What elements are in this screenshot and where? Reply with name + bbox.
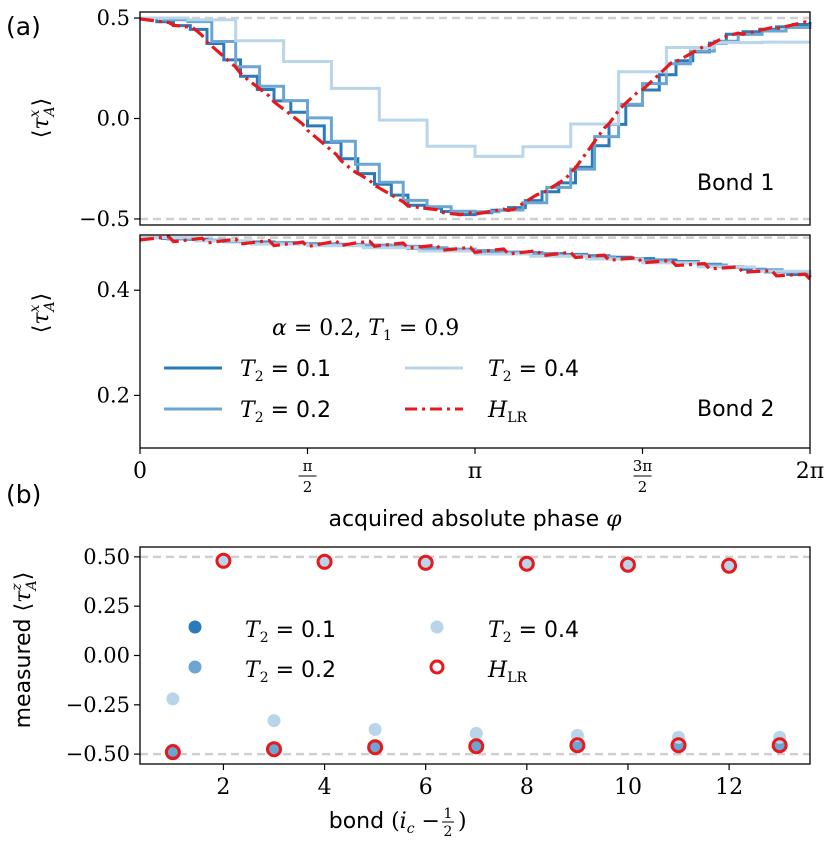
xtick-label: 8 — [520, 775, 534, 800]
panel-label-b: (b) — [6, 480, 41, 509]
point-series-2 — [469, 726, 483, 740]
legend-bottom: T2 = 0.1 T2 = 0.2 T2 = 0.4 HLR — [188, 618, 579, 686]
xtick-label: 0 — [133, 459, 147, 484]
point-hlr — [316, 553, 333, 570]
svg-text:2: 2 — [444, 824, 453, 840]
ytick-label: 0.4 — [97, 278, 130, 302]
ytick-label: 0.25 — [83, 594, 130, 618]
series-line-1-1 — [140, 236, 812, 275]
point-series-2 — [166, 692, 180, 706]
svg-text:⟨τxA⟩: ⟨τxA⟩ — [27, 98, 58, 138]
xlabel-phase: acquired absolute phase φ — [328, 507, 622, 532]
xtick-label: 2π — [796, 459, 824, 484]
ytick-label: −0.50 — [66, 742, 130, 766]
xtick-label: 4 — [318, 775, 332, 800]
ylabel-bond2: ⟨τxA⟩ — [27, 293, 58, 333]
point-series-2 — [621, 558, 635, 572]
point-series-2 — [419, 556, 433, 570]
point-hlr — [417, 554, 434, 571]
point-hlr — [771, 737, 788, 754]
bond2-annotation: Bond 2 — [697, 397, 774, 422]
legend-bottom-marker-hlr — [429, 659, 445, 675]
xtick-label: 3π — [633, 457, 653, 475]
xtick-label-den: 2 — [303, 478, 313, 496]
point-series-2 — [520, 557, 534, 571]
point-hlr — [569, 737, 586, 754]
legend-bottom-label-t2-01: T2 = 0.1 — [245, 618, 336, 646]
ytick-label: 0.0 — [97, 107, 130, 131]
xtick-label: 12 — [715, 775, 743, 800]
ytick-label: −0.25 — [66, 693, 130, 717]
point-hlr — [468, 738, 485, 755]
panel-b-axes: 0.50 0.25 0.00 −0.25 −0.50 2 4 6 8 10 12 — [66, 545, 811, 800]
panel-a-bond1-axes: 0.5 0.0 −0.5 — [79, 6, 812, 231]
point-hlr — [266, 741, 282, 758]
legend-bottom-label-t2-02: T2 = 0.2 — [245, 658, 336, 686]
series-line-2-0 — [140, 16, 810, 158]
panel-label-a: (a) — [6, 12, 41, 41]
point-hlr — [721, 557, 738, 574]
point-series-1 — [368, 740, 382, 754]
ytick-label: 0.5 — [97, 6, 130, 30]
point-hlr — [215, 552, 232, 569]
point-hlr — [619, 556, 636, 573]
series-line-0-1 — [140, 236, 812, 278]
xtick-label: 10 — [614, 775, 642, 800]
series-line-hlr-1 — [139, 235, 812, 281]
xlabel-bond: bond (ic − 1 2 ) — [329, 806, 467, 840]
xtick-label: 6 — [419, 775, 433, 800]
legend-bottom-marker-t2-01 — [188, 620, 202, 634]
xtick-label-den: 2 — [638, 478, 648, 496]
point-hlr — [518, 555, 535, 572]
point-series-2 — [722, 559, 736, 573]
legend-top-label-hlr: HLR — [487, 398, 527, 426]
ytick-label: −0.5 — [79, 207, 130, 231]
ylabel-panel-b: measured ⟨τzA⟩ — [9, 572, 40, 729]
point-series-2 — [318, 555, 332, 569]
ytick-label: 0.2 — [97, 383, 130, 407]
xtick-label: π — [303, 457, 313, 475]
point-series-2 — [216, 554, 230, 568]
svg-text:1: 1 — [444, 806, 453, 822]
legend-bottom-label-t2-04: T2 = 0.4 — [488, 618, 579, 646]
svg-text:measured ⟨τzA⟩: measured ⟨τzA⟩ — [9, 572, 40, 729]
legend-bottom-label-hlr: HLR — [487, 658, 527, 686]
legend-top-label-t2-01: T2 = 0.1 — [240, 357, 331, 385]
series-line-1-0 — [140, 16, 812, 214]
legend-top-label-t2-02: T2 = 0.2 — [240, 398, 331, 426]
point-hlr — [367, 739, 384, 756]
ytick-label: 0.50 — [83, 545, 130, 569]
svg-text:⟨τxA⟩: ⟨τxA⟩ — [27, 293, 58, 333]
xtick-label: 2 — [216, 775, 230, 800]
ylabel-bond1: ⟨τxA⟩ — [27, 98, 58, 138]
point-series-2 — [368, 722, 382, 736]
params-text: α = 0.2, T1 = 0.9 — [272, 316, 459, 344]
svg-text:): ) — [458, 809, 467, 834]
svg-text:bond (ic −: bond (ic − — [329, 809, 440, 837]
legend-bottom-marker-t2-02 — [188, 660, 202, 674]
legend-top: α = 0.2, T1 = 0.9 T2 = 0.1 T2 = 0.2 T2 =… — [164, 316, 579, 426]
point-series-2 — [267, 714, 281, 728]
point-hlr — [670, 737, 687, 754]
legend-bottom-marker-t2-04 — [430, 620, 444, 634]
xtick-label: π — [468, 459, 482, 484]
point-hlr — [164, 744, 181, 761]
bond1-annotation: Bond 1 — [697, 171, 774, 196]
legend-top-label-t2-04: T2 = 0.4 — [488, 357, 579, 385]
ytick-label: 0.00 — [83, 644, 130, 668]
